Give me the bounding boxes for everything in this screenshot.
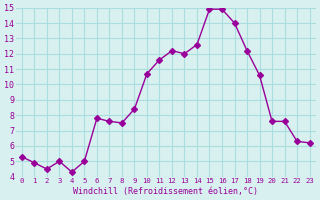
X-axis label: Windchill (Refroidissement éolien,°C): Windchill (Refroidissement éolien,°C) bbox=[73, 187, 258, 196]
